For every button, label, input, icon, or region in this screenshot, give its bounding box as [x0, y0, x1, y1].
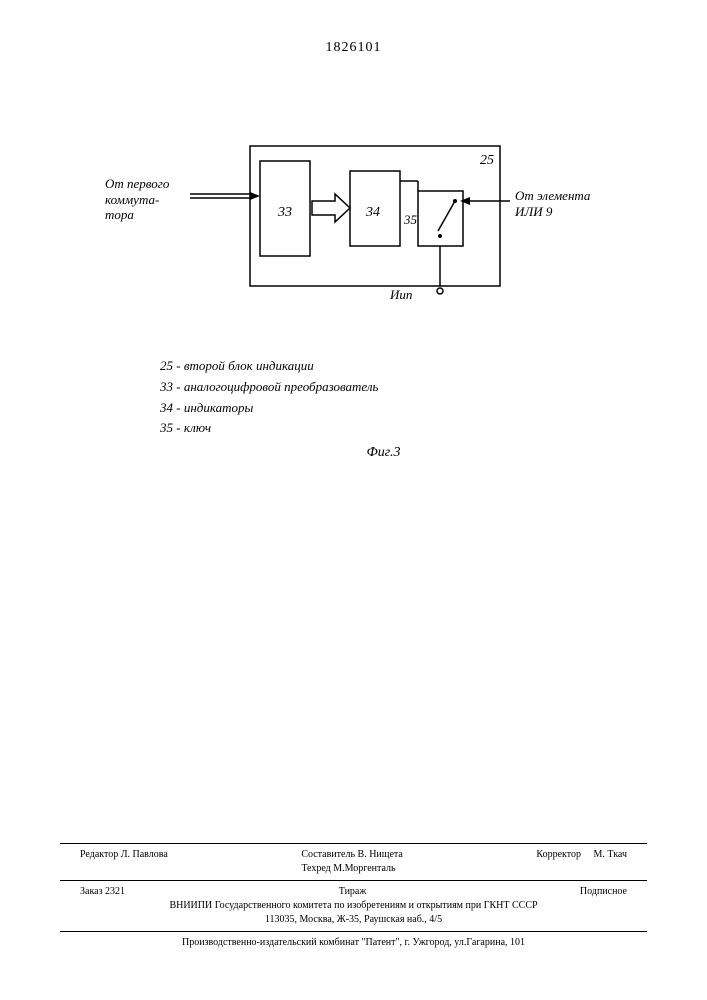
footer-order-line: Заказ 2321 Тираж Подписное — [60, 885, 647, 899]
legend-34: 34 - индикаторы — [160, 398, 647, 419]
composer: Составитель В. Нищета — [301, 849, 403, 860]
block-35-label: 35 — [403, 212, 418, 227]
org-line2: 113035, Москва, Ж-35, Раушская наб., 4/5 — [60, 913, 647, 927]
patent-page: 1826101 От первого коммута- тора От элем… — [0, 0, 707, 1000]
left-arrowhead — [250, 192, 260, 200]
composer-techred: Составитель В. Нищета Техред М.Моргентал… — [301, 848, 403, 876]
tirazh: Тираж — [339, 885, 367, 899]
block-34-label: 34 — [365, 205, 380, 220]
editor: Редактор Л. Павлова — [80, 848, 168, 876]
corrector-label: Корректор — [536, 849, 581, 860]
printer-line: Производственно-издательский комбинат "П… — [60, 936, 647, 950]
footer-rule-1 — [60, 843, 647, 844]
right-arrowhead — [460, 197, 470, 205]
block-diagram: От первого коммута- тора От элемента ИЛИ… — [60, 116, 647, 336]
patent-number: 1826101 — [60, 40, 647, 56]
footer-rule-2 — [60, 880, 647, 881]
legend-25: 25 - второй блок индикации — [160, 356, 647, 377]
footer-block: Редактор Л. Павлова Составитель В. Нищет… — [60, 839, 647, 950]
org-line1: ВНИИПИ Государственного комитета по изоб… — [60, 899, 647, 913]
arrow-33-34 — [312, 194, 350, 222]
box-25-tag: 25 — [480, 153, 494, 168]
legend-33: 33 - аналогоцифровой преобразователь — [160, 377, 647, 398]
footer-credits: Редактор Л. Павлова Составитель В. Нищет… — [60, 848, 647, 876]
switch-arm — [438, 201, 455, 231]
order-number: Заказ 2321 — [80, 885, 125, 899]
block-33-label: 33 — [277, 205, 292, 220]
podpisnoe: Подписное — [580, 885, 627, 899]
bottom-label: Иип — [389, 287, 412, 302]
legend: 25 - второй блок индикации 33 - аналогоц… — [160, 356, 647, 439]
corrector: Корректор М. Ткач — [536, 848, 627, 876]
diagram-svg: 25 33 34 35 — [60, 116, 620, 316]
techred: Техред М.Моргенталь — [301, 863, 395, 874]
footer-rule-3 — [60, 931, 647, 932]
bottom-terminal — [437, 288, 443, 294]
corrector-name: М. Ткач — [593, 849, 627, 860]
legend-35: 35 - ключ — [160, 418, 647, 439]
figure-label: Фиг.3 — [120, 445, 647, 461]
switch-terminal-bot — [438, 234, 442, 238]
